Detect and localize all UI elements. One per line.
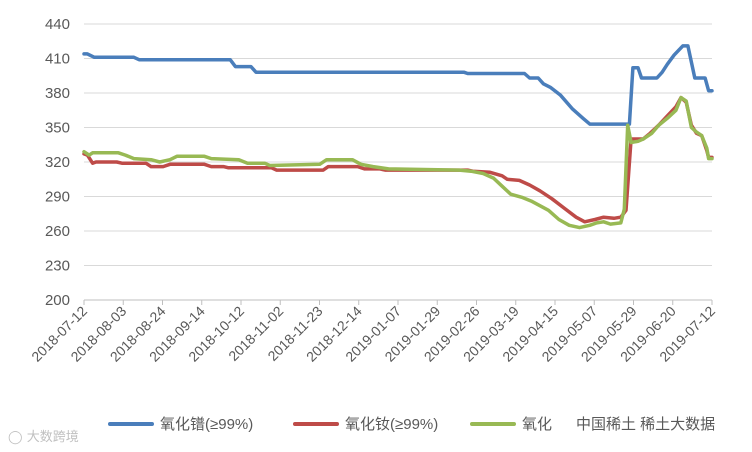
watermark-text: 大数跨境 [26, 430, 79, 445]
y-tick-label: 320 [45, 154, 70, 171]
y-tick-label: 230 [45, 258, 70, 275]
y-tick-label: 410 [45, 51, 70, 68]
series-line-1 [82, 95, 714, 224]
series-lines [82, 44, 714, 230]
overlay-watermark-text: 中国稀土 稀土大数据 [576, 416, 715, 433]
y-tick-label: 260 [45, 223, 70, 240]
series-line-2 [82, 95, 714, 230]
y-tick-label: 290 [45, 189, 70, 206]
y-tick-label: 200 [45, 292, 70, 309]
series-line-0 [82, 44, 714, 126]
y-tick-label: 350 [45, 120, 70, 137]
y-tick-label: 380 [45, 85, 70, 102]
legend-label-1: 氧化钕(≥99%) [345, 416, 438, 433]
legend: 氧化镨(≥99%) 氧化钕(≥99%) 氧化 中国稀土 稀土大数据 [108, 416, 715, 433]
y-axis: 200 230 260 290 320 350 380 410 440 [45, 16, 70, 309]
legend-label-2: 氧化 [522, 416, 552, 433]
legend-label-0: 氧化镨(≥99%) [160, 416, 253, 433]
watermark-logo-icon: ◯ [8, 430, 23, 445]
y-tick-label: 440 [45, 16, 70, 33]
corner-watermark: ◯ 大数跨境 [8, 426, 79, 445]
